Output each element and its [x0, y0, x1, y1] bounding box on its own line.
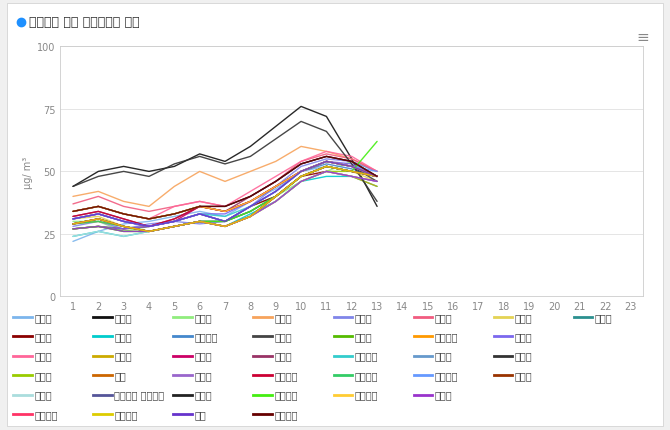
Text: 신촌로: 신촌로 [194, 390, 212, 399]
Text: 영등포구: 영등포구 [354, 351, 378, 361]
Text: 종로구: 종로구 [34, 370, 52, 380]
Text: 천호대로: 천호대로 [354, 370, 378, 380]
Text: 종로: 종로 [194, 409, 206, 419]
Text: 동작대로 중앙차로: 동작대로 중앙차로 [115, 390, 164, 399]
Text: 노원구: 노원구 [34, 332, 52, 341]
Text: 용산구: 용산구 [435, 351, 452, 361]
Text: 강북구: 강북구 [194, 312, 212, 322]
Text: ≡: ≡ [636, 30, 649, 45]
Text: 강남구: 강남구 [34, 312, 52, 322]
Text: 중랑구: 중랑구 [194, 370, 212, 380]
Text: 강남대로: 강남대로 [275, 390, 298, 399]
Y-axis label: μg/ m³: μg/ m³ [23, 156, 33, 188]
Text: 도봉구: 도봉구 [115, 332, 132, 341]
Text: 측정소별 일간 대기오염도 비교: 측정소별 일간 대기오염도 비교 [29, 16, 140, 29]
Text: 관악구: 관악구 [354, 312, 373, 322]
Text: 마포구: 마포구 [354, 332, 373, 341]
Text: 화랑로: 화랑로 [515, 370, 533, 380]
Text: 홀릉로: 홀릉로 [34, 390, 52, 399]
Text: 강동구: 강동구 [115, 312, 132, 322]
Text: 청계천로: 청계천로 [275, 409, 298, 419]
Text: 성동구: 성동구 [34, 351, 52, 361]
Text: 공항대로: 공항대로 [435, 370, 458, 380]
Text: 서초구: 서초구 [515, 332, 533, 341]
Text: 송파구: 송파구 [194, 351, 212, 361]
Text: 양천구: 양천구 [275, 351, 292, 361]
Text: 금천구: 금천구 [595, 312, 612, 322]
Text: 성북구: 성북구 [115, 351, 132, 361]
Text: 강서구: 강서구 [275, 312, 292, 322]
Text: 도산대로: 도산대로 [275, 370, 298, 380]
Text: 정릉로: 정릉로 [435, 390, 452, 399]
Text: 영등포로: 영등포로 [34, 409, 58, 419]
Text: 광진구: 광진구 [435, 312, 452, 322]
Text: 구로구: 구로구 [515, 312, 533, 322]
Text: 강변북로: 강변북로 [354, 390, 378, 399]
Text: 한강대로: 한강대로 [115, 409, 138, 419]
Text: 은평구: 은평구 [515, 351, 533, 361]
Text: 동작구: 동작구 [275, 332, 292, 341]
Text: 서대문구: 서대문구 [435, 332, 458, 341]
Text: 동대문구: 동대문구 [194, 332, 218, 341]
Text: 중구: 중구 [115, 370, 126, 380]
